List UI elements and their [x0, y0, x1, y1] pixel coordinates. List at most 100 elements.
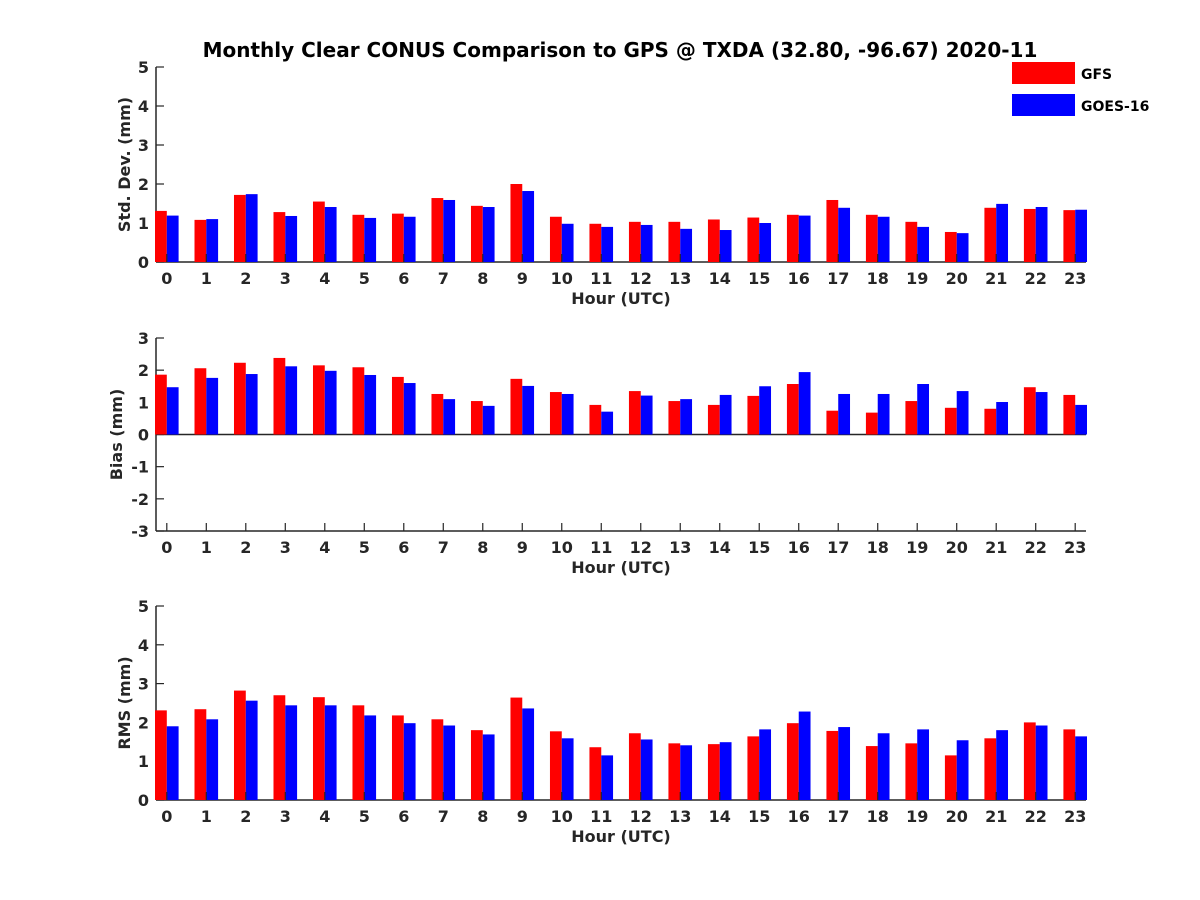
x-tick-label: 2 — [240, 538, 251, 557]
bar — [233, 690, 246, 800]
y-tick-label: 2 — [138, 361, 149, 380]
x-tick-label: 10 — [551, 807, 573, 826]
x-tick-label: 12 — [630, 807, 652, 826]
x-tick-label: 18 — [867, 807, 889, 826]
bar — [668, 221, 681, 262]
bar — [944, 231, 957, 262]
bar — [482, 405, 495, 435]
x-tick-label: 5 — [359, 538, 370, 557]
bar — [443, 199, 456, 262]
bar — [917, 729, 930, 800]
x-tick-label: 13 — [669, 269, 691, 288]
y-axis-label: Std. Dev. (mm) — [115, 97, 134, 232]
x-tick-label: 10 — [551, 269, 573, 288]
bar — [798, 372, 811, 435]
x-tick-label: 11 — [590, 807, 612, 826]
x-tick-label: 7 — [438, 807, 449, 826]
y-tick-label: 5 — [138, 597, 149, 616]
bar — [403, 723, 416, 800]
x-tick-label: 17 — [827, 807, 849, 826]
x-tick-label: 0 — [161, 269, 172, 288]
x-tick-label: 11 — [590, 538, 612, 557]
legend-label-goes: GOES-16 — [1081, 99, 1149, 115]
bar — [589, 747, 602, 800]
bar — [324, 705, 337, 800]
bar — [1023, 722, 1036, 800]
bar — [470, 205, 483, 262]
y-tick-label: 2 — [138, 175, 149, 194]
y-axis-label: RMS (mm) — [115, 656, 134, 749]
x-tick-label: 18 — [867, 269, 889, 288]
bar — [628, 391, 641, 435]
bar — [877, 393, 890, 435]
bar — [194, 219, 207, 262]
bar — [865, 214, 878, 262]
legend-swatch-gfs — [1012, 62, 1075, 84]
bar — [1063, 210, 1076, 262]
x-tick-label: 11 — [590, 269, 612, 288]
x-tick-label: 13 — [669, 538, 691, 557]
x-tick-label: 17 — [827, 269, 849, 288]
x-tick-label: 14 — [709, 538, 731, 557]
x-tick-label: 14 — [709, 807, 731, 826]
bar — [1035, 207, 1048, 262]
bar — [324, 370, 337, 435]
x-tick-label: 21 — [985, 538, 1007, 557]
bar — [431, 198, 444, 262]
x-tick-label: 15 — [748, 269, 770, 288]
x-tick-label: 15 — [748, 807, 770, 826]
bar — [719, 230, 732, 262]
series-gfs — [155, 184, 1076, 262]
y-tick-label: 5 — [138, 58, 149, 77]
bar — [1075, 209, 1087, 262]
bar — [838, 207, 851, 262]
bar — [510, 378, 523, 435]
x-tick-label: 6 — [398, 807, 409, 826]
bar — [865, 412, 878, 435]
bar — [431, 393, 444, 435]
x-tick-label: 23 — [1064, 538, 1086, 557]
bar — [233, 362, 246, 435]
bar — [273, 357, 286, 435]
bar — [285, 366, 298, 435]
x-tick-label: 23 — [1064, 807, 1086, 826]
x-tick-label: 23 — [1064, 269, 1086, 288]
x-tick-label: 19 — [906, 538, 928, 557]
bar — [984, 207, 997, 262]
bar — [707, 219, 720, 262]
bar — [522, 385, 535, 435]
bar — [155, 374, 167, 435]
y-tick-label: 3 — [138, 136, 149, 155]
bar — [364, 374, 377, 435]
y-tick-label: 1 — [138, 393, 149, 412]
y-tick-label: 1 — [138, 214, 149, 233]
x-tick-label: 1 — [201, 807, 212, 826]
x-tick-label: 21 — [985, 269, 1007, 288]
bar — [826, 410, 839, 435]
bar — [482, 734, 495, 800]
bar — [601, 755, 614, 800]
y-tick-label: -1 — [131, 458, 149, 477]
bar — [996, 730, 1009, 800]
x-tick-label: 5 — [359, 807, 370, 826]
bar — [549, 731, 562, 800]
bar — [759, 386, 772, 435]
bar — [996, 402, 1009, 435]
bar — [905, 401, 918, 435]
bar — [443, 399, 456, 435]
x-tick-label: 8 — [477, 807, 488, 826]
bar — [561, 738, 574, 800]
x-tick-label: 12 — [630, 538, 652, 557]
bar — [522, 708, 535, 800]
y-tick-label: 3 — [138, 329, 149, 348]
bar — [707, 404, 720, 435]
bar — [206, 719, 219, 800]
y-tick-label: 0 — [138, 253, 149, 272]
bar — [1063, 394, 1076, 435]
x-tick-label: 17 — [827, 538, 849, 557]
bar — [628, 733, 641, 800]
bar — [285, 705, 298, 800]
x-tick-label: 8 — [477, 269, 488, 288]
bar — [312, 697, 325, 800]
bar — [443, 725, 456, 800]
